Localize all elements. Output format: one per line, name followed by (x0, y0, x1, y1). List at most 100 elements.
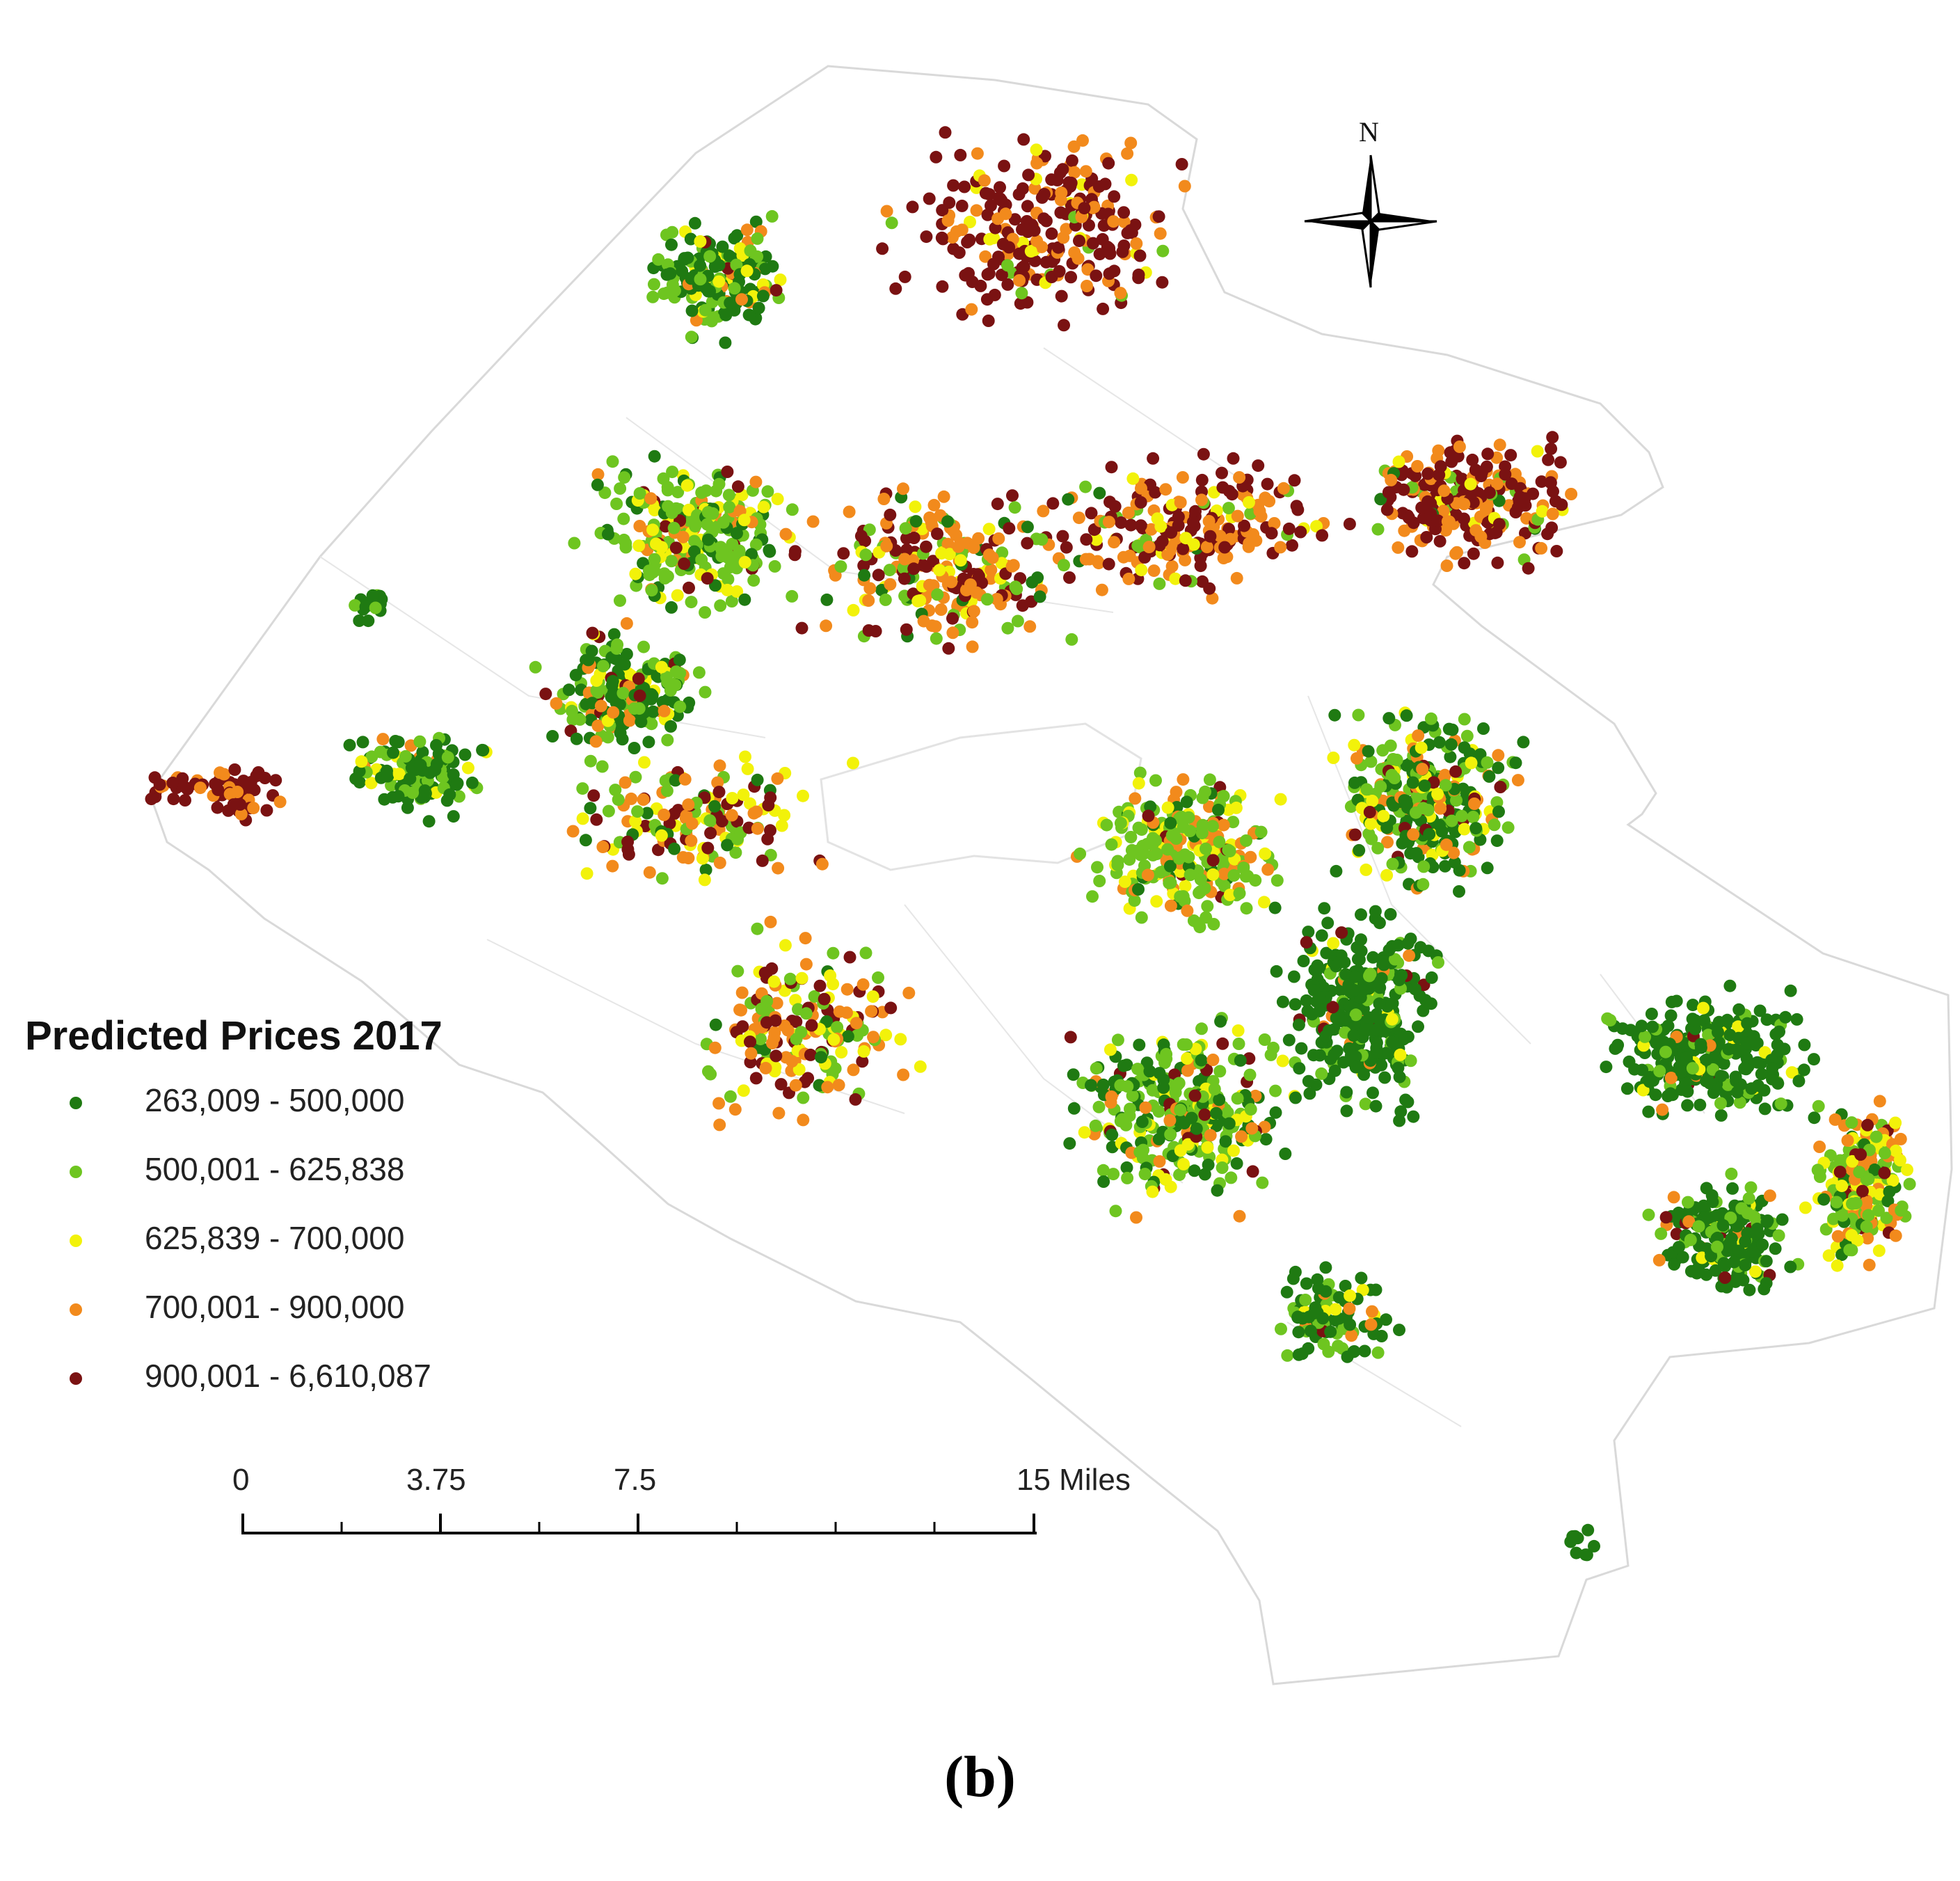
scale-label-7-5: 7.5 (614, 1463, 657, 1497)
price-point (1195, 473, 1209, 486)
price-point (1662, 1019, 1675, 1033)
price-point (1751, 1056, 1764, 1069)
price-point (1222, 843, 1235, 857)
price-point (726, 792, 739, 804)
price-point (733, 1003, 747, 1017)
price-point (1216, 1037, 1229, 1050)
price-point (610, 498, 623, 510)
price-point (1720, 1280, 1733, 1294)
price-point (1060, 541, 1073, 554)
price-point (1021, 521, 1034, 534)
price-point (1417, 1004, 1430, 1017)
price-point (1078, 202, 1091, 215)
price-point (1394, 1105, 1408, 1118)
price-point (1769, 1242, 1782, 1255)
price-point (1121, 147, 1134, 160)
price-point (1872, 1204, 1885, 1217)
price-point (228, 763, 241, 776)
price-point (1458, 512, 1470, 525)
price-point (1170, 801, 1184, 813)
price-point (1067, 1102, 1081, 1115)
price-point (736, 1020, 749, 1033)
price-point (1703, 1077, 1716, 1090)
price-point (795, 971, 808, 985)
price-point (461, 761, 475, 775)
price-point (759, 1061, 772, 1074)
price-point (772, 862, 785, 875)
price-point (1003, 522, 1016, 535)
price-point (1282, 1033, 1296, 1047)
price-point (714, 599, 727, 612)
price-point (1448, 856, 1461, 869)
price-point (1535, 541, 1548, 555)
price-point (911, 594, 925, 608)
price-point (906, 200, 919, 214)
price-point (716, 240, 729, 253)
price-point (1389, 953, 1401, 966)
price-point (1380, 503, 1394, 516)
price-point (729, 846, 742, 859)
price-point (665, 506, 678, 519)
price-point (774, 273, 787, 286)
price-point (1138, 1168, 1152, 1181)
price-point (1490, 477, 1504, 491)
price-point (1270, 965, 1283, 978)
price-point (1118, 875, 1131, 889)
price-point (1761, 1214, 1774, 1228)
price-point (465, 776, 479, 789)
price-point (685, 817, 699, 830)
price-point (735, 986, 749, 999)
price-point (1600, 1061, 1613, 1074)
price-point (655, 872, 669, 885)
price-point (1005, 559, 1019, 573)
price-point (805, 1019, 818, 1032)
price-point (867, 1031, 880, 1044)
price-point (749, 538, 763, 551)
price-point (260, 804, 273, 817)
price-point (667, 521, 680, 534)
price-point (644, 492, 658, 505)
price-point (884, 508, 897, 521)
price-point (1382, 486, 1395, 499)
price-point (1085, 507, 1098, 520)
price-point (1217, 818, 1230, 832)
price-point (1670, 1228, 1683, 1241)
price-point (1126, 472, 1140, 485)
price-point (1142, 541, 1156, 553)
price-point (1401, 798, 1413, 811)
price-point (1281, 1349, 1294, 1362)
price-point (1494, 781, 1507, 793)
price-point (422, 815, 436, 828)
price-point (619, 776, 632, 789)
legend-label: 700,001 - 900,000 (145, 1289, 405, 1325)
price-point (669, 541, 683, 555)
price-point (1106, 1128, 1119, 1141)
price-point (713, 1118, 726, 1132)
price-point (1132, 271, 1145, 285)
price-point (1164, 816, 1177, 830)
price-point (872, 569, 885, 582)
price-point (847, 603, 860, 617)
price-point (1421, 804, 1435, 817)
price-point (889, 282, 902, 295)
price-point (1642, 1105, 1655, 1118)
price-point (850, 1017, 863, 1030)
price-point (1122, 506, 1135, 519)
price-point (963, 234, 976, 247)
price-point (619, 541, 632, 554)
price-point (1156, 276, 1169, 289)
price-point (744, 1047, 758, 1060)
price-point (1235, 1130, 1248, 1143)
price-point (1868, 1163, 1881, 1176)
price-point (1401, 1095, 1415, 1109)
price-point (859, 548, 873, 562)
price-point (1861, 1118, 1874, 1132)
price-point (1369, 1023, 1383, 1036)
price-point (1161, 801, 1174, 814)
price-point (584, 754, 597, 768)
price-point (952, 540, 965, 553)
price-point (1039, 150, 1051, 163)
price-point (707, 311, 720, 324)
price-point (1065, 154, 1078, 167)
